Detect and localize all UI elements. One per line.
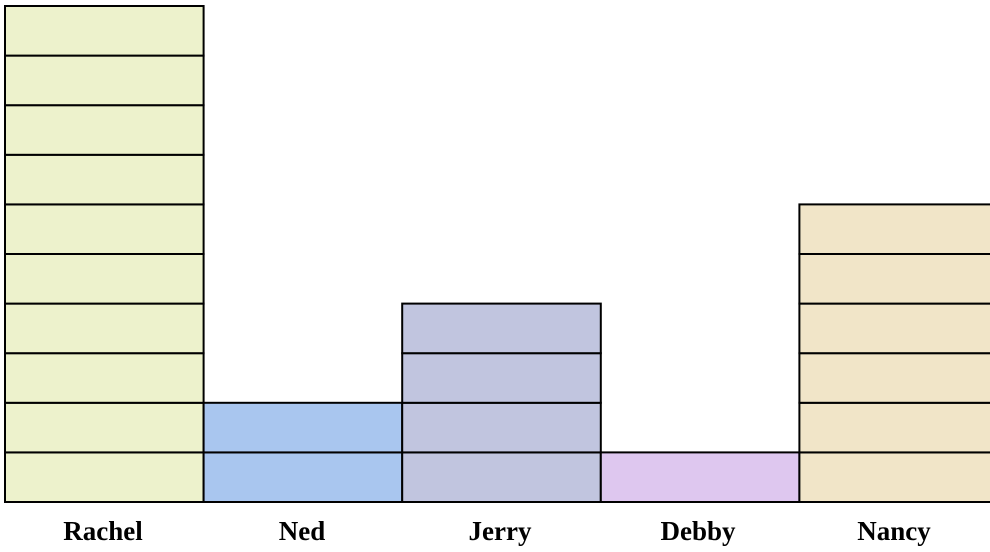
bar-nancy-unit-5 [798, 253, 990, 305]
x-axis-labels: Rachel Ned Jerry Debby Nancy [63, 516, 931, 546]
bar-jerry-unit-3 [401, 352, 602, 404]
bar-nancy-unit-6 [798, 203, 990, 255]
bar-rachel-unit-2 [4, 401, 205, 454]
bar-jerry-unit-4 [401, 302, 602, 355]
bar-rachel-unit-1 [4, 451, 205, 503]
x-tick-label-ned: Ned [279, 516, 326, 546]
bar-nancy-unit-2 [798, 401, 990, 454]
bar-rachel-unit-10 [4, 5, 205, 57]
x-tick-label-debby: Debby [660, 516, 736, 546]
bar-rachel-unit-5 [4, 253, 205, 305]
bar-nancy-unit-3 [798, 352, 990, 404]
bar-nancy-unit-4 [798, 302, 990, 355]
x-tick-label-rachel: Rachel [63, 516, 143, 546]
bar-rachel-unit-9 [4, 54, 205, 107]
bar-rachel-unit-8 [4, 104, 205, 156]
bar-ned-unit-2 [202, 401, 404, 454]
bar-jerry-unit-1 [401, 451, 602, 503]
bar-rachel-unit-7 [4, 153, 205, 206]
bar-rachel-unit-6 [4, 203, 205, 255]
x-tick-label-jerry: Jerry [469, 516, 532, 546]
bar-jerry-unit-2 [401, 401, 602, 454]
bar-ned-unit-1 [202, 451, 404, 503]
bar-debby-unit-1 [599, 451, 801, 503]
bars-group [4, 5, 990, 503]
bar-rachel-unit-4 [4, 302, 205, 355]
x-tick-label-nancy: Nancy [857, 516, 931, 546]
bar-rachel-unit-3 [4, 352, 205, 404]
bar-nancy-unit-1 [798, 451, 990, 503]
